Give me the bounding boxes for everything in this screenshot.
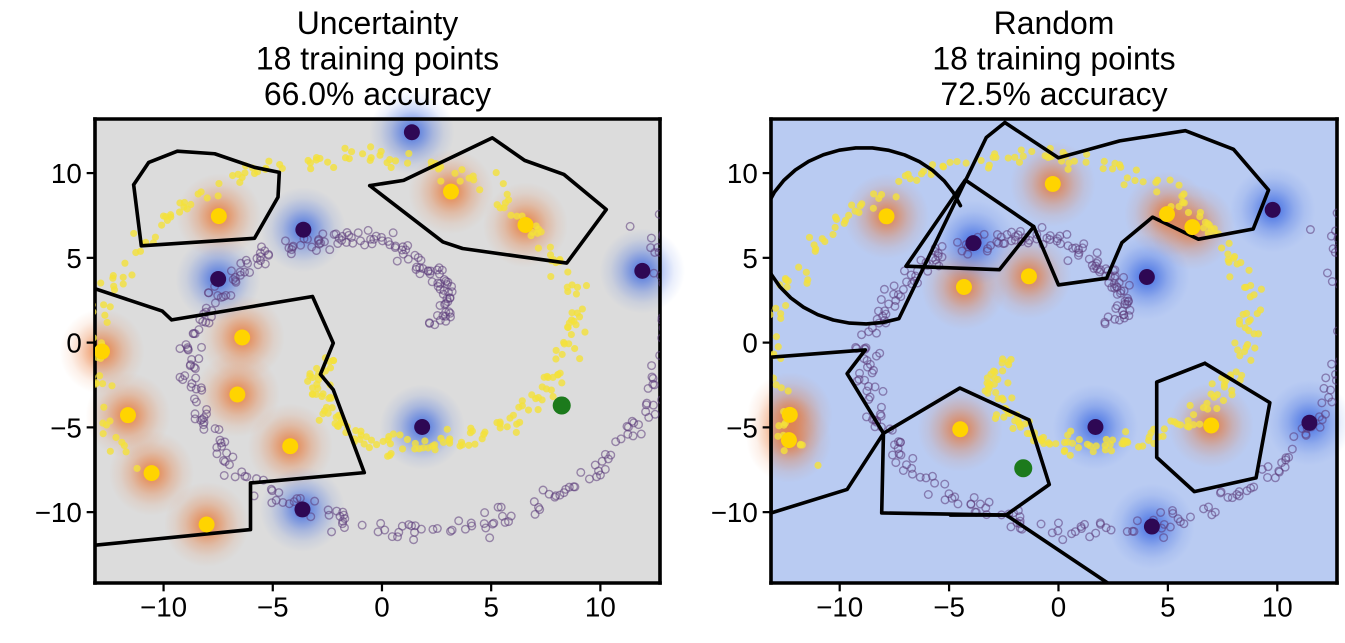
svg-text:10: 10 <box>727 158 758 189</box>
svg-text:−10: −10 <box>711 497 758 528</box>
svg-text:0: 0 <box>66 328 81 359</box>
svg-text:72.5% accuracy: 72.5% accuracy <box>940 76 1167 112</box>
svg-text:66.0% accuracy: 66.0% accuracy <box>264 76 491 112</box>
svg-text:18 training points: 18 training points <box>932 41 1175 77</box>
svg-text:Uncertainty: Uncertainty <box>297 5 459 41</box>
svg-text:−5: −5 <box>933 591 965 622</box>
svg-text:5: 5 <box>742 243 757 274</box>
svg-text:18 training points: 18 training points <box>256 41 499 77</box>
svg-text:10: 10 <box>51 158 82 189</box>
svg-text:5: 5 <box>1160 591 1175 622</box>
svg-text:−5: −5 <box>50 412 82 443</box>
svg-text:10: 10 <box>1262 591 1293 622</box>
svg-text:Random: Random <box>994 5 1115 41</box>
svg-text:−10: −10 <box>140 591 187 622</box>
svg-text:5: 5 <box>66 243 81 274</box>
svg-text:−10: −10 <box>816 591 863 622</box>
svg-text:10: 10 <box>585 591 616 622</box>
svg-text:−5: −5 <box>257 591 289 622</box>
svg-text:0: 0 <box>742 328 757 359</box>
svg-text:5: 5 <box>483 591 498 622</box>
svg-text:0: 0 <box>1051 591 1066 622</box>
svg-text:−5: −5 <box>726 412 758 443</box>
svg-text:−10: −10 <box>35 497 82 528</box>
svg-text:0: 0 <box>374 591 389 622</box>
